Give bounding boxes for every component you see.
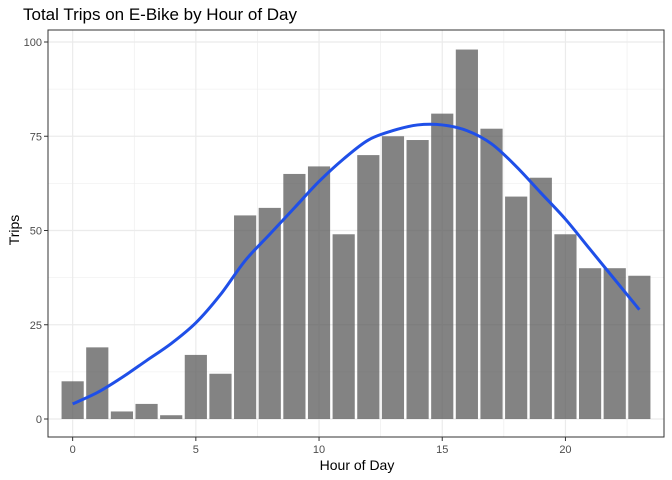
bar — [258, 207, 281, 419]
bar — [184, 354, 207, 419]
bar — [381, 136, 405, 419]
bar — [357, 155, 380, 419]
bar — [61, 381, 84, 419]
bar — [529, 177, 552, 419]
x-tick-label: 15 — [436, 444, 448, 456]
x-tick-label: 0 — [70, 444, 76, 456]
bar — [307, 166, 331, 419]
bar — [160, 415, 183, 419]
smooth-line — [72, 122, 641, 406]
y-tick-label: 100 — [24, 37, 42, 49]
bar — [554, 234, 577, 419]
bar — [332, 234, 355, 419]
x-tick-label: 20 — [559, 444, 571, 456]
bar — [480, 128, 503, 419]
chart-title: Total Trips on E-Bike by Hour of Day — [23, 5, 298, 24]
x-tick-label: 5 — [193, 444, 199, 456]
bar — [135, 403, 158, 419]
bar — [406, 140, 429, 419]
panel-border — [47, 29, 665, 438]
y-tick-label: 0 — [36, 414, 42, 426]
y-axis-title: Trips — [6, 215, 22, 246]
bar — [628, 275, 651, 419]
bar — [578, 268, 602, 419]
y-tick-label: 50 — [30, 226, 42, 238]
bar — [234, 215, 257, 419]
bar — [209, 373, 232, 419]
bar — [431, 113, 454, 419]
x-tick-label: 10 — [313, 444, 325, 456]
bars — [61, 49, 651, 419]
y-tick-label: 25 — [30, 320, 42, 332]
bar — [86, 347, 109, 419]
bar — [505, 196, 528, 419]
x-axis-ticks: 0 5 10 15 20 — [70, 437, 572, 456]
bar — [603, 268, 626, 419]
x-axis-title: Hour of Day — [320, 457, 395, 473]
bar — [455, 49, 478, 419]
bar — [283, 173, 306, 419]
y-tick-label: 75 — [30, 131, 42, 143]
y-axis-ticks: 0 25 50 75 100 — [24, 37, 48, 426]
bar — [110, 411, 134, 419]
